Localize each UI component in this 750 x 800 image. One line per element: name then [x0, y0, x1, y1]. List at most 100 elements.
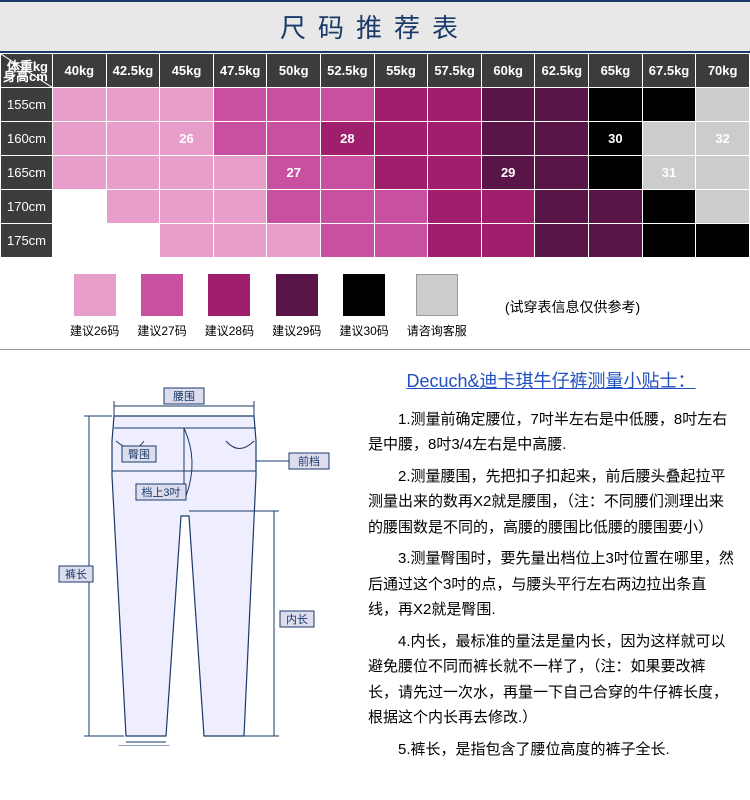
legend-swatch [416, 274, 458, 316]
weight-header: 57.5kg [428, 54, 482, 88]
weight-header: 70kg [696, 54, 750, 88]
size-cell [106, 88, 160, 122]
legend-label: 请咨询客服 [407, 322, 467, 339]
size-chart-table: 体重kg身高cm40kg42.5kg45kg47.5kg50kg52.5kg55… [0, 53, 750, 258]
label-rise: 前档 [298, 454, 320, 468]
weight-header: 42.5kg [106, 54, 160, 88]
legend-item: 建议28码 [205, 274, 254, 339]
size-cell [374, 156, 428, 190]
size-cell: 29 [481, 156, 535, 190]
label-inseam: 内长 [286, 612, 308, 626]
legend-swatch [74, 274, 116, 316]
size-cell [642, 190, 696, 224]
size-cell [374, 224, 428, 258]
size-cell [481, 88, 535, 122]
size-cell [481, 122, 535, 156]
size-cell [589, 88, 643, 122]
size-cell [428, 190, 482, 224]
tip-paragraph: 1.测量前确定腰位，7吋半左右是中低腰，8吋左右是中腰，8吋3/4左右是中高腰. [368, 407, 734, 458]
size-cell [428, 122, 482, 156]
size-cell [321, 88, 375, 122]
size-cell [696, 88, 750, 122]
legend-label: 建议26码 [70, 322, 119, 339]
pants-diagram: 腰围 臀围 前档 档上3吋 裤长 内长 裤脚围 [0, 358, 360, 776]
legend-note: (试穿表信息仅供参考) [505, 297, 640, 317]
size-cell: 31 [642, 156, 696, 190]
size-cell [535, 190, 589, 224]
height-header: 170cm [1, 190, 53, 224]
page-title: 尺码推荐表 [0, 0, 750, 53]
size-cell [53, 224, 107, 258]
size-cell [213, 122, 267, 156]
size-cell [696, 190, 750, 224]
size-cell [160, 88, 214, 122]
weight-header: 60kg [481, 54, 535, 88]
tips-title: Decuch&迪卡琪牛仔裤测量小贴士： [368, 366, 734, 397]
size-cell [106, 224, 160, 258]
legend-swatch [276, 274, 318, 316]
size-cell [481, 190, 535, 224]
size-cell [267, 224, 321, 258]
size-cell [321, 224, 375, 258]
size-cell [321, 156, 375, 190]
label-mark: 档上3吋 [141, 485, 180, 499]
legend-item: 建议29码 [272, 274, 321, 339]
size-cell: 26 [160, 122, 214, 156]
weight-header: 40kg [53, 54, 107, 88]
size-cell [53, 122, 107, 156]
legend-item: 建议26码 [70, 274, 119, 339]
label-waist: 腰围 [173, 390, 195, 403]
legend-swatch [343, 274, 385, 316]
size-cell: 30 [589, 122, 643, 156]
legend-item: 建议30码 [339, 274, 388, 339]
size-cell: 27 [267, 156, 321, 190]
size-cell [374, 122, 428, 156]
size-cell [589, 190, 643, 224]
tip-paragraph: 4.内长，最标准的量法是量内长，因为这样就可以避免腰位不同而裤长就不一样了，（注… [368, 629, 734, 731]
weight-header: 62.5kg [535, 54, 589, 88]
weight-header: 55kg [374, 54, 428, 88]
size-cell [267, 122, 321, 156]
weight-header: 45kg [160, 54, 214, 88]
size-cell [589, 156, 643, 190]
legend-label: 建议29码 [272, 322, 321, 339]
legend-swatch [208, 274, 250, 316]
size-cell [374, 190, 428, 224]
legend: 建议26码 建议27码建议28码 建议29码 建议30码 请咨询客服 (试穿表信息仅供参考… [0, 258, 750, 349]
tip-paragraph: 5.裤长，是指包含了腰位高度的裤子全长. [368, 737, 734, 763]
size-cell [213, 156, 267, 190]
tips-panel: Decuch&迪卡琪牛仔裤测量小贴士： 1.测量前确定腰位，7吋半左右是中低腰，… [360, 358, 750, 776]
legend-label: 建议30码 [339, 322, 388, 339]
size-cell [642, 224, 696, 258]
size-cell [374, 88, 428, 122]
size-cell [696, 156, 750, 190]
size-cell: 28 [321, 122, 375, 156]
height-header: 175cm [1, 224, 53, 258]
size-cell [321, 190, 375, 224]
size-cell [53, 88, 107, 122]
tip-paragraph: 2.测量腰围，先把扣子扣起来，前后腰头叠起拉平测量出来的数再X2就是腰围，（注：… [368, 464, 734, 541]
weight-header: 65kg [589, 54, 643, 88]
size-cell: 32 [696, 122, 750, 156]
size-cell [267, 190, 321, 224]
label-hip: 臀围 [128, 448, 150, 461]
size-cell [160, 224, 214, 258]
size-cell [535, 122, 589, 156]
size-cell [160, 156, 214, 190]
size-cell [106, 122, 160, 156]
size-cell [213, 224, 267, 258]
legend-item: 建议27码 [137, 274, 186, 339]
size-cell [696, 224, 750, 258]
label-outseam: 裤长 [65, 567, 87, 581]
size-cell [53, 156, 107, 190]
size-cell [213, 88, 267, 122]
legend-label: 建议28码 [205, 322, 254, 339]
size-cell [535, 156, 589, 190]
size-cell [428, 156, 482, 190]
size-cell [267, 88, 321, 122]
height-header: 160cm [1, 122, 53, 156]
legend-swatch [141, 274, 183, 316]
height-header: 155cm [1, 88, 53, 122]
size-cell [160, 190, 214, 224]
weight-header: 52.5kg [321, 54, 375, 88]
